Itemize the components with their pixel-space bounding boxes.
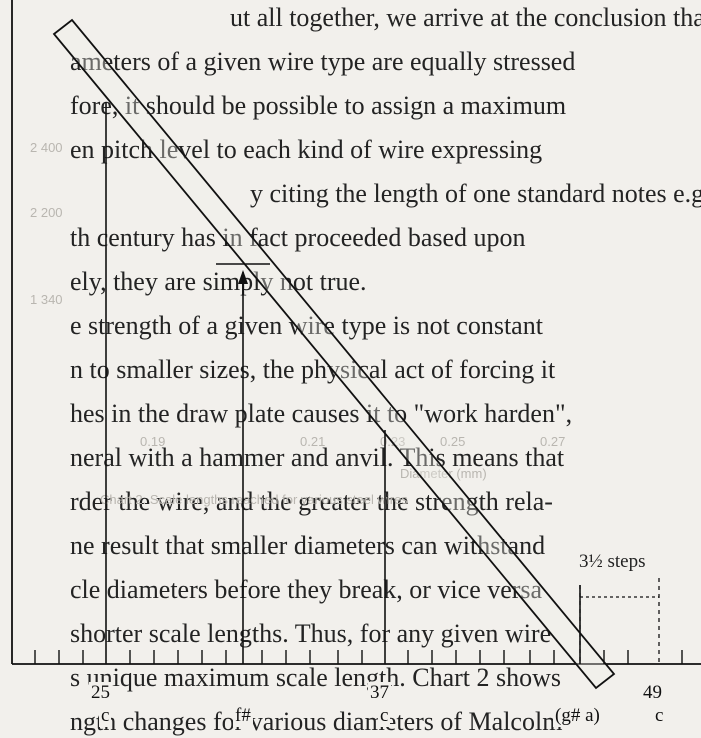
note-name-gsharp-a: (g# a) bbox=[553, 705, 602, 727]
background-text-line: hes in the draw plate causes it to "work… bbox=[70, 399, 573, 428]
note-name-c-mid: c bbox=[378, 705, 391, 727]
note-name-c-high: c bbox=[653, 705, 666, 727]
baseline-ticks bbox=[34, 650, 683, 664]
note-number-49: 49 bbox=[641, 682, 664, 704]
note-number-25: 25 bbox=[89, 682, 112, 704]
background-text-line: neral with a hammer and anvil. This mean… bbox=[70, 443, 565, 472]
background-text-line: cle diameters before they break, or vice… bbox=[70, 575, 543, 604]
background-text-line: rder the wire, and the greater the stren… bbox=[70, 487, 553, 516]
annotation-steps: 3½ steps bbox=[577, 551, 648, 573]
background-text-line: ne result that smaller diameters can wit… bbox=[70, 531, 546, 560]
ghost-chart-label: 0.27 bbox=[540, 434, 566, 449]
background-text-line: e strength of a given wire type is not c… bbox=[70, 311, 543, 340]
ghost-chart-label: 1 340 bbox=[30, 292, 63, 307]
ghost-chart-label: 2 400 bbox=[30, 140, 63, 155]
background-text-line: shorter scale lengths. Thus, for any giv… bbox=[70, 619, 552, 648]
arrow-head bbox=[238, 270, 248, 284]
background-text-line: ut all together, we arrive at the conclu… bbox=[230, 3, 701, 32]
ghost-chart-label: 0.21 bbox=[300, 434, 326, 449]
background-text-line: s unique maximum scale length. Chart 2 s… bbox=[70, 663, 562, 692]
background-text-line: fore, it should be possible to assign a … bbox=[70, 91, 567, 120]
background-text-line: n to smaller sizes, the physical act of … bbox=[70, 355, 556, 384]
background-text-line: y citing the length of one standard note… bbox=[250, 179, 701, 208]
ghost-chart-label: 0.19 bbox=[140, 434, 166, 449]
background-text-line: ameters of a given wire type are equally… bbox=[70, 47, 576, 76]
note-number-37: 37 bbox=[368, 682, 391, 704]
background-text-line: th century has in fact proceeded based u… bbox=[70, 223, 526, 252]
ghost-chart-label: 2 200 bbox=[30, 205, 63, 220]
diagonal-bridge bbox=[52, 18, 616, 690]
background-text-line: ely, they are simply not true. bbox=[70, 267, 367, 296]
ghost-chart-label: 0.25 bbox=[440, 434, 466, 449]
ghost-chart-label: Chart 2. Scale lengths reached for vario… bbox=[100, 492, 408, 507]
note-name-c-low: c bbox=[99, 705, 112, 727]
note-name-fsharp: f# bbox=[233, 705, 253, 727]
